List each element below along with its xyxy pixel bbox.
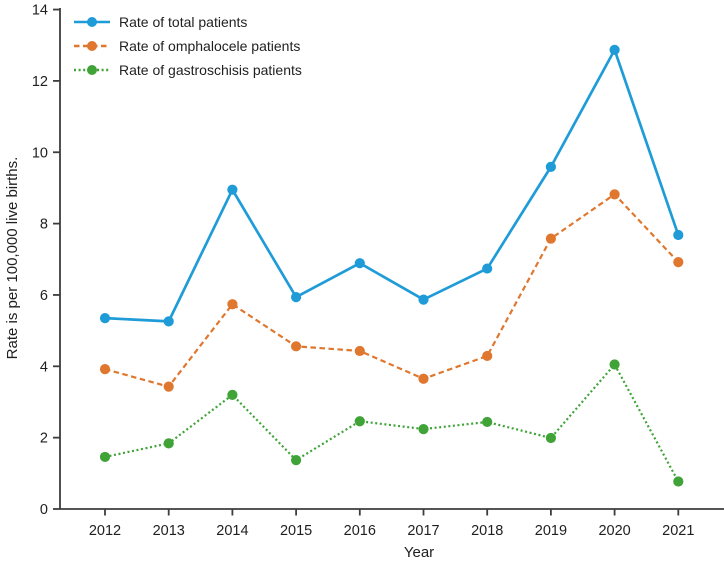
data-point-series2-2018 xyxy=(482,416,493,428)
data-point-series2-2020 xyxy=(609,359,620,370)
legend-line-sample-total-icon xyxy=(74,17,110,27)
y-axis-title: Rate is per 100,000 live births. xyxy=(4,157,21,360)
legend-item-total-patients: Rate of total patients xyxy=(73,10,302,34)
data-point-series1-2013 xyxy=(163,381,174,392)
data-point-series1-2019 xyxy=(545,233,557,244)
data-point-series0-2013 xyxy=(163,316,174,327)
y-axis-tick-label: 12 xyxy=(32,74,48,90)
legend-item-gastroschisis-patients: Rate of gastroschisis patients xyxy=(73,58,302,82)
x-axis-title: Year xyxy=(404,544,434,561)
x-axis-tick-label: 2015 xyxy=(280,523,312,539)
legend-label-gastroschisis-patients: Rate of gastroschisis patients xyxy=(119,62,302,78)
x-axis-tick-label: 2014 xyxy=(216,523,248,539)
y-axis-tick-label: 10 xyxy=(32,145,48,161)
series-line-2 xyxy=(104,363,680,483)
data-point-series2-2012 xyxy=(99,451,111,463)
x-axis-tick-label: 2013 xyxy=(153,523,185,539)
data-point-series2-2017 xyxy=(418,423,429,435)
data-point-series1-2016 xyxy=(354,345,365,357)
data-point-series0-2014 xyxy=(227,184,238,195)
data-point-series2-2019 xyxy=(545,432,557,444)
data-point-series1-2014 xyxy=(227,299,238,310)
data-point-series0-2015 xyxy=(291,291,302,303)
data-point-series1-2018 xyxy=(482,350,493,362)
x-axis-tick-label: 2019 xyxy=(535,523,567,539)
data-point-series2-2016 xyxy=(354,416,365,427)
x-axis-tick-label: 2021 xyxy=(662,523,694,539)
legend: Rate of total patients Rate of omphaloce… xyxy=(73,10,302,82)
x-axis-tick-label: 2020 xyxy=(598,523,630,539)
data-point-series0-2018 xyxy=(482,263,493,274)
data-point-series1-2020 xyxy=(609,189,620,200)
data-point-series0-2020 xyxy=(609,44,620,55)
legend-line-sample-gastroschisis-icon xyxy=(74,65,110,75)
y-axis-tick-label: 0 xyxy=(40,502,48,518)
y-axis-tick-label: 6 xyxy=(40,288,48,304)
data-point-series2-2015 xyxy=(291,455,302,466)
series-line-1 xyxy=(104,193,680,388)
y-axis-tick-label: 4 xyxy=(40,359,48,375)
data-point-series2-2014 xyxy=(227,389,238,400)
series-line-0 xyxy=(104,48,680,323)
legend-item-omphalocele-patients: Rate of omphalocele patients xyxy=(73,34,302,58)
y-axis-tick-label: 14 xyxy=(32,3,48,19)
x-axis-tick-label: 2012 xyxy=(89,523,121,539)
x-axis-tick-label: 2017 xyxy=(407,523,439,539)
x-axis-tick-label: 2016 xyxy=(344,523,376,539)
data-point-series1-2012 xyxy=(99,364,111,375)
data-point-series0-2019 xyxy=(545,161,557,172)
data-point-series0-2017 xyxy=(418,294,429,305)
data-point-series0-2012 xyxy=(99,313,111,324)
data-point-series2-2021 xyxy=(673,476,684,487)
data-point-series0-2016 xyxy=(354,258,365,269)
data-point-series1-2021 xyxy=(673,257,684,268)
legend-label-omphalocele-patients: Rate of omphalocele patients xyxy=(119,38,301,54)
y-axis-tick-label: 8 xyxy=(40,217,48,233)
legend-label-total-patients: Rate of total patients xyxy=(119,14,248,30)
y-axis-tick-label: 2 xyxy=(40,431,48,447)
data-point-series1-2015 xyxy=(291,341,302,352)
legend-line-sample-omphalocele-icon xyxy=(74,41,110,51)
data-point-series2-2013 xyxy=(163,438,174,449)
x-axis-tick-label: 2018 xyxy=(471,523,503,539)
data-point-series1-2017 xyxy=(418,373,429,384)
data-point-series0-2021 xyxy=(673,229,684,241)
